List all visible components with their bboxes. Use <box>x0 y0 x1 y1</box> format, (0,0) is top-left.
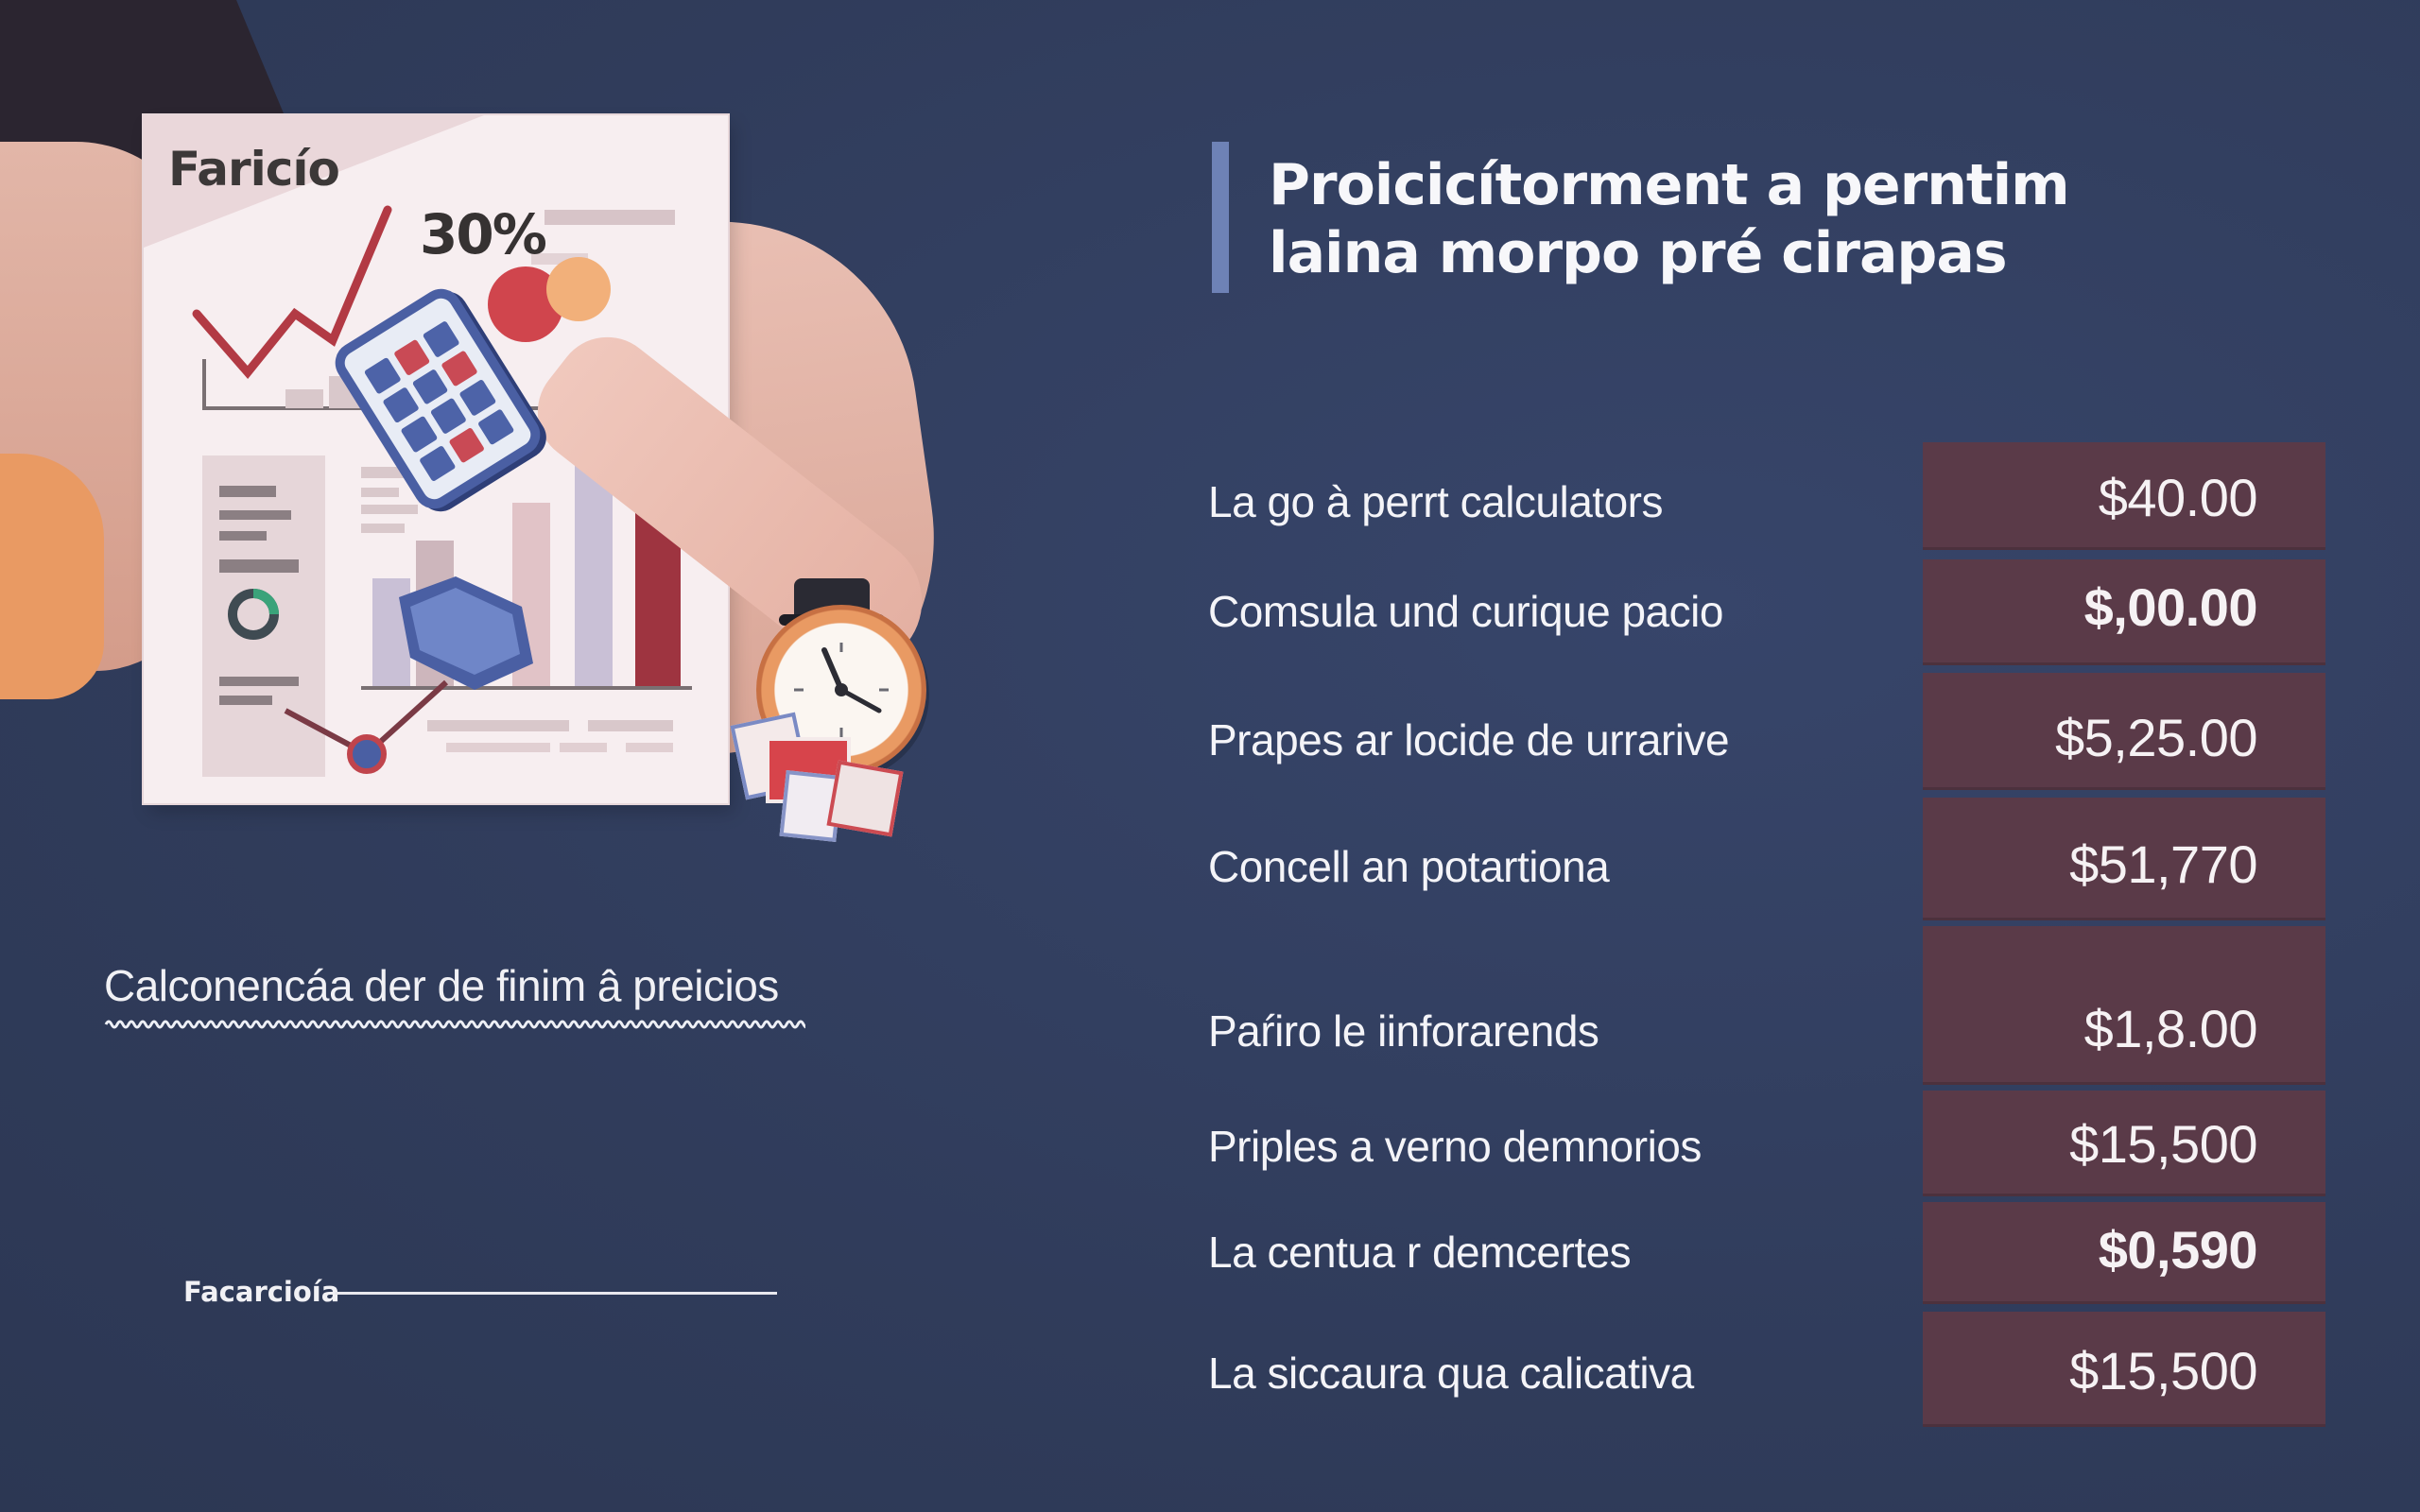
signature-label: Facarcioía <box>183 1276 340 1308</box>
caption-text: Calconencáa der de finim â preicios <box>104 961 779 1010</box>
row-label: Comsula und curique pacio <box>1208 587 1723 636</box>
price-value: $15,500 <box>2069 1114 2257 1174</box>
finance-illustration: Faricío 30% <box>0 0 1021 869</box>
price-box: $1,8.00 <box>1923 926 2325 1085</box>
price-value: $15,500 <box>2069 1341 2257 1400</box>
price-value: $40.00 <box>2098 468 2258 527</box>
caption-wavy-underline <box>104 1020 805 1029</box>
price-box: $51,770 <box>1923 798 2325 920</box>
price-box: $15,500 <box>1923 1091 2325 1196</box>
row-label: Priples a verno demnorios <box>1208 1122 1702 1171</box>
signature-line <box>335 1292 777 1295</box>
doc-percent: 30% <box>420 202 547 266</box>
price-box: $5,25.00 <box>1923 673 2325 790</box>
row-label: La go à perrt calculators <box>1208 477 1664 526</box>
price-value: $1,8.00 <box>2083 999 2258 1058</box>
gift-cards-icon <box>730 712 908 850</box>
row-label: Prapes ar locide de urrarive <box>1208 715 1730 765</box>
heading-accent-bar <box>1212 142 1229 293</box>
row-label: Paŕiro le iinforarends <box>1208 1006 1599 1056</box>
doc-title: Faricío <box>168 142 340 197</box>
price-box: $,00.00 <box>1923 559 2325 665</box>
price-box: $0,590 <box>1923 1202 2325 1304</box>
price-value: $5,25.00 <box>2055 708 2257 767</box>
price-value: $,00.00 <box>2083 577 2258 637</box>
row-label: La siccaura qua calicativa <box>1208 1349 1694 1398</box>
heading-line-1: Proicicítorment a perntim <box>1269 152 2070 218</box>
price-box: $15,500 <box>1923 1312 2325 1427</box>
price-value: $51,770 <box>2069 834 2257 894</box>
price-value: $0,590 <box>2098 1220 2258 1280</box>
row-label: Concell an potartiona <box>1208 842 1610 891</box>
price-box: $40.00 <box>1923 442 2325 550</box>
heading-line-2: laina morpo pré cirapas <box>1269 220 2008 286</box>
row-label: La centua r demcertes <box>1208 1228 1632 1277</box>
page-heading: Proicicítorment a perntim laina morpo pr… <box>1269 151 2308 287</box>
sleeve-cuff <box>0 454 104 699</box>
